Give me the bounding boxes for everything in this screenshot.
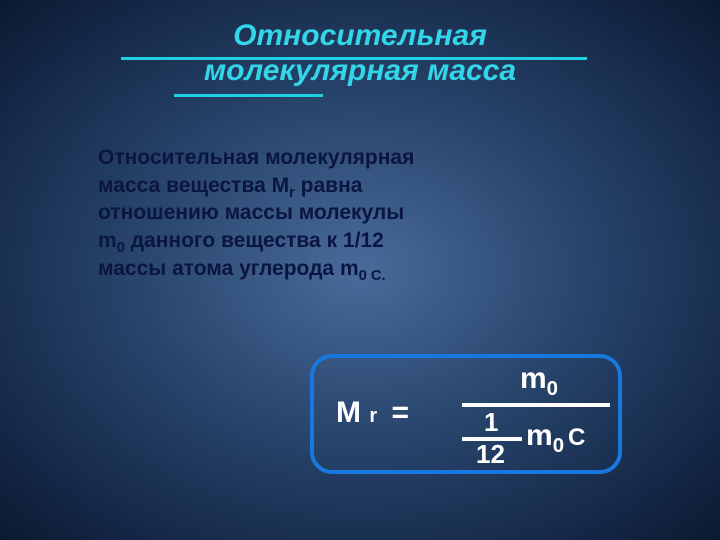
- formula-box: M r = m0 1 12 m0C: [310, 354, 622, 474]
- slide-title: Относительная молекулярная масса: [0, 18, 720, 89]
- def-sub-0c: 0 C.: [359, 268, 386, 284]
- num-m: m: [520, 362, 547, 395]
- denom-m: m: [526, 419, 553, 452]
- lhs-M: M: [336, 396, 361, 429]
- formula-numerator: m0: [484, 362, 594, 396]
- lhs-r: r: [369, 405, 377, 427]
- denom-sub: 0: [553, 435, 564, 457]
- definition-text: Относительная молекулярная масса веществ…: [98, 144, 418, 283]
- num-sub: 0: [547, 378, 558, 400]
- denom-frac-num: 1: [484, 407, 498, 438]
- denom-C: C: [568, 424, 585, 451]
- def-pre: Относительная молекулярная масса веществ…: [98, 146, 414, 197]
- title-underline-1: [121, 57, 587, 60]
- def-sub-0a: 0: [117, 240, 125, 256]
- lhs-equals: =: [391, 396, 409, 429]
- def-mid2: данного вещества к 1/12 массы атома угле…: [98, 229, 384, 280]
- denom-m0c: m0C: [526, 419, 585, 453]
- formula-lhs: M r =: [336, 396, 411, 430]
- title-underline-2: [174, 94, 323, 97]
- title-line-1: Относительная: [0, 18, 720, 53]
- denom-frac-den: 12: [476, 439, 505, 470]
